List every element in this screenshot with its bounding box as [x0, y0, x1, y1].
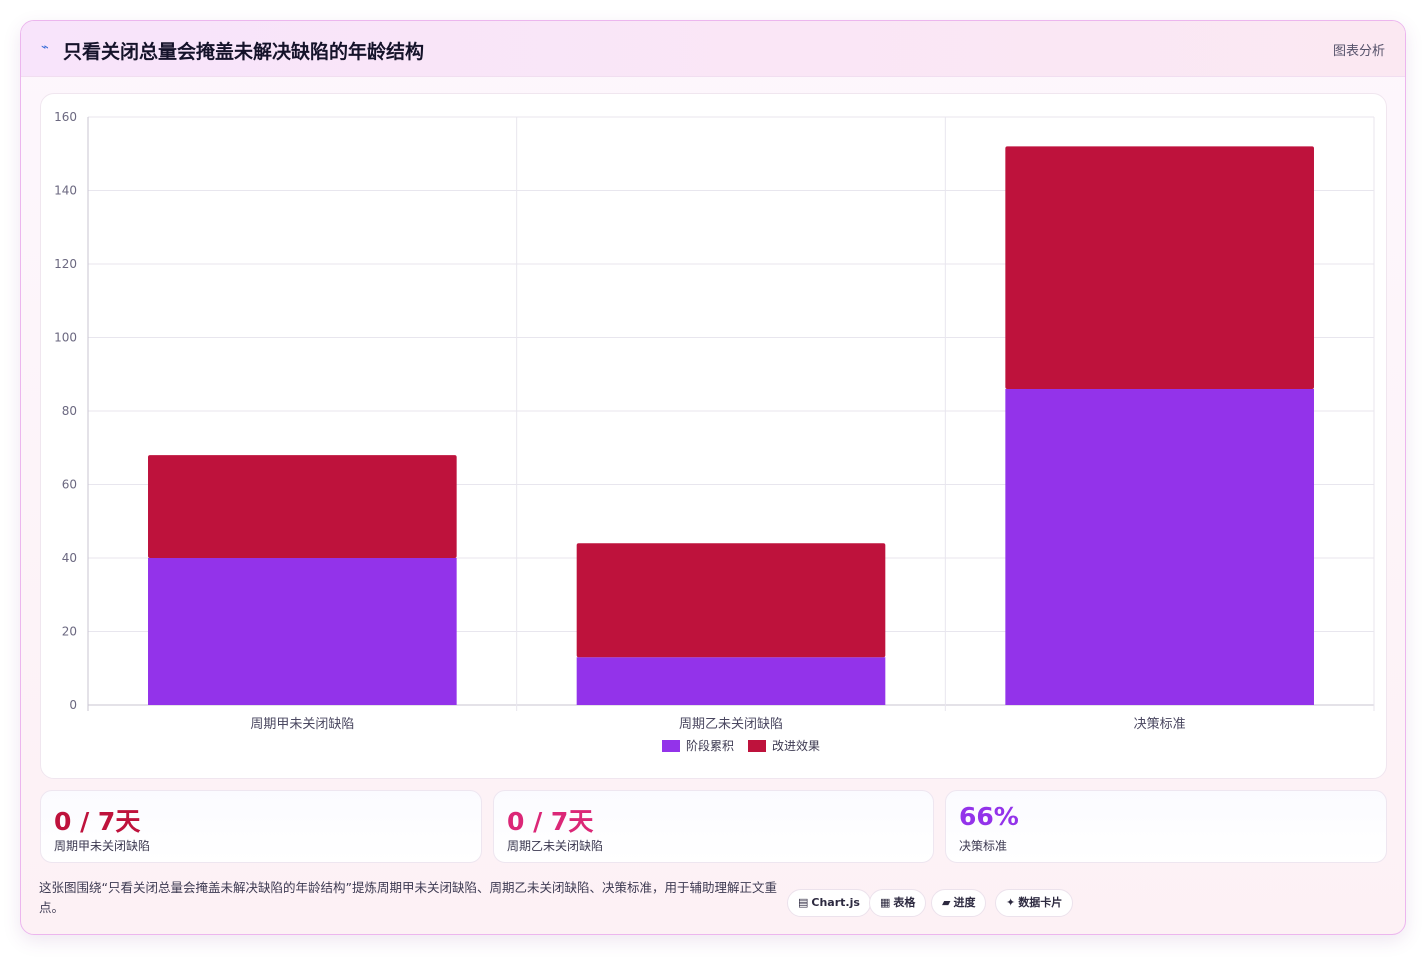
chip-label: 数据卡片	[1018, 896, 1063, 909]
kpi-value: 66%	[959, 802, 1019, 831]
y-tick-label: 120	[54, 257, 77, 271]
chart-icon: ▤	[798, 896, 809, 909]
legend-label: 改进效果	[772, 738, 820, 753]
y-tick-label: 0	[69, 698, 77, 712]
kpi-label: 周期甲未关闭缺陷	[54, 839, 151, 853]
stacked-bar-chart: 0 20 40 60 80 100 120 140 160 周期甲未关闭缺陷 周期乙未关闭缺陷 决策标…	[54, 110, 1375, 753]
y-tick-label: 80	[62, 404, 77, 418]
x-tick-label: 决策标准	[1134, 716, 1186, 732]
y-tick-label: 20	[62, 625, 77, 639]
table-icon: ▦	[880, 896, 891, 909]
kpi-label: 周期乙未关闭缺陷	[507, 839, 604, 853]
chip-progress[interactable]: ▰ 进度	[931, 889, 987, 917]
chart-card: ⌁ 只看关闭总量会掩盖未解决缺陷的年龄结构 图表分析 0 20 40 60 80 100 1…	[20, 20, 1406, 935]
y-tick-label: 100	[54, 331, 77, 345]
kpi-card-decision: 66% 决策标准	[945, 790, 1387, 863]
bar-improvement-effect	[148, 455, 457, 558]
legend-label: 阶段累积	[686, 738, 734, 753]
bar-stage-accumulation	[1005, 388, 1314, 705]
chip-label: 表格	[893, 896, 916, 909]
chip-label: Chart.js	[811, 896, 860, 909]
progress-icon: ▰	[942, 896, 951, 909]
chip-label: 进度	[953, 896, 976, 909]
legend-swatch	[748, 740, 766, 752]
chip-data-card[interactable]: ✦ 数据卡片	[995, 889, 1074, 917]
chip-table[interactable]: ▦ 表格	[869, 889, 927, 917]
kpi-value: 0 / 7天	[54, 807, 141, 836]
section-tag: 图表分析	[1332, 44, 1385, 59]
kpi-value: 0 / 7天	[507, 807, 594, 836]
kpi-label: 决策标准	[959, 839, 1008, 853]
sparkle-icon: ✦	[1006, 896, 1016, 909]
sparkle-icon: ⌁	[41, 40, 49, 55]
y-tick-label: 60	[62, 478, 77, 492]
page-title: 只看关闭总量会掩盖未解决缺陷的年龄结构	[63, 41, 425, 63]
y-tick-label: 160	[54, 110, 77, 124]
bar-stage-accumulation	[576, 657, 886, 705]
chart-panel: 0 20 40 60 80 100 120 140 160 周期甲未关闭缺陷 周期乙未关闭缺陷 决策标…	[40, 93, 1387, 779]
kpi-card-cycle-b: 0 / 7天 周期乙未关闭缺陷	[493, 790, 934, 863]
bar-improvement-effect	[576, 543, 886, 658]
card-header: ⌁ 只看关闭总量会掩盖未解决缺陷的年龄结构 图表分析	[21, 21, 1405, 77]
legend-swatch	[662, 740, 680, 752]
footer-description: 这张图围绕“只看关闭总量会掩盖未解决缺陷的年龄结构”提炼周期甲未关闭缺陷、周期乙…	[39, 880, 777, 915]
y-tick-label: 40	[62, 551, 77, 565]
x-tick-label: 周期甲未关闭缺陷	[250, 717, 354, 732]
chip-chartjs[interactable]: ▤ Chart.js	[787, 889, 871, 917]
x-tick-label: 周期乙未关闭缺陷	[679, 717, 783, 732]
bar-improvement-effect	[1005, 146, 1314, 389]
bar-stage-accumulation	[148, 558, 457, 705]
kpi-card-cycle-a: 0 / 7天 周期甲未关闭缺陷	[40, 790, 482, 863]
y-tick-label: 140	[54, 184, 77, 198]
